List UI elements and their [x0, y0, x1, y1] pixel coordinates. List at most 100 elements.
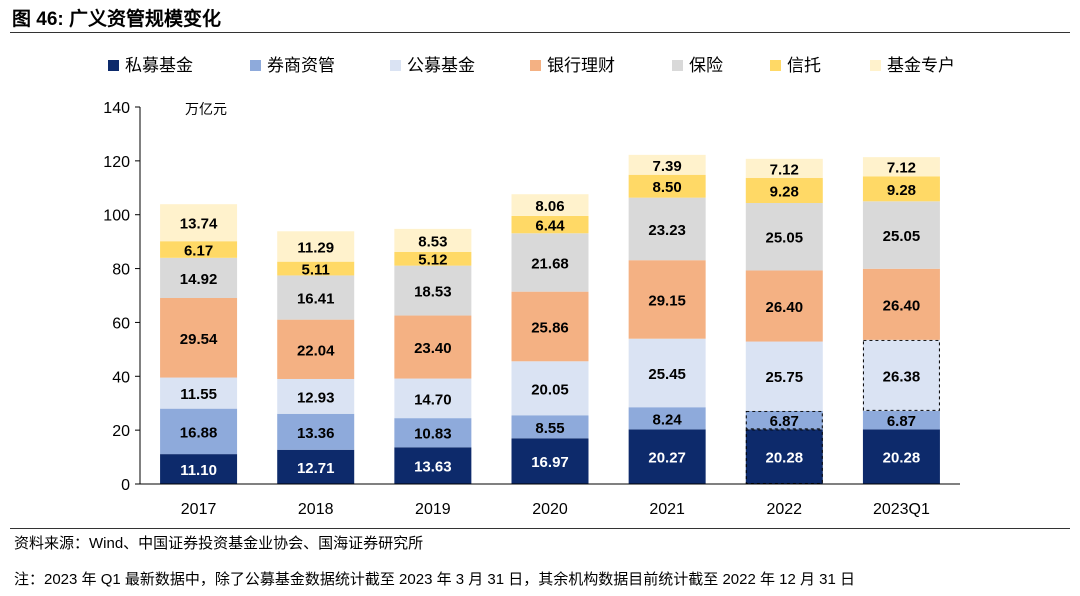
bar-segment: [862, 410, 940, 430]
bar-segment: [277, 275, 355, 320]
bar-value-label: 23.23: [648, 222, 686, 239]
bar-value-label: 29.54: [180, 331, 218, 348]
bar-segment: [160, 204, 238, 242]
bar-value-label: 7.12: [770, 161, 799, 178]
unit-label: 万亿元: [185, 101, 227, 117]
x-tick-label: 2022: [766, 501, 802, 518]
bar-segment: [862, 176, 940, 202]
bar-segment: [277, 261, 355, 276]
bar-value-label: 11.29: [297, 239, 334, 256]
bar-value-label: 26.40: [883, 297, 921, 314]
legend-swatch: [390, 60, 401, 71]
bar-value-label: 16.41: [297, 291, 335, 308]
bar-value-label: 5.11: [302, 262, 330, 279]
y-tick-label: 20: [112, 423, 130, 440]
y-axis: 0 20 40 60 80 100 120 140: [103, 100, 141, 494]
x-tick-label: 2018: [298, 501, 334, 518]
bar-value-label: 29.15: [648, 292, 686, 309]
bar-value-label: 25.45: [648, 366, 686, 383]
bar-segment: [394, 418, 472, 448]
bar-value-label: 6.87: [770, 413, 799, 430]
bar-value-label: 20.28: [766, 450, 804, 467]
bar-segment: [511, 233, 589, 292]
bar-value-label: 13.36: [297, 425, 335, 442]
bar-value-label: 11.10: [180, 462, 217, 479]
bar-value-label: 6.17: [184, 243, 213, 260]
y-tick-label: 60: [112, 315, 130, 332]
figure-title: 图 46: 广义资管规模变化: [12, 9, 222, 30]
bar-segment: [394, 228, 472, 252]
source-text: 资料来源：Wind、中国证券投资基金业协会、国海证券研究所: [14, 535, 424, 552]
legend-label: 银行理财: [547, 56, 615, 75]
title-rule: [10, 32, 1070, 33]
legend-swatch: [770, 60, 781, 71]
bar-segment: [160, 257, 238, 299]
y-tick-label: 80: [112, 262, 130, 279]
bar-segment: [511, 291, 589, 362]
x-tick-label: 2019: [415, 501, 451, 518]
footnote-text: 注：2023 年 Q1 最新数据中，除了公募基金数据统计截至 2023 年 3 …: [14, 571, 856, 588]
bar-segment: [394, 315, 472, 379]
y-tick-label: 120: [103, 154, 130, 171]
bar-segment: [628, 407, 706, 430]
bar-value-label: 7.12: [887, 160, 916, 177]
bar-segment: [511, 415, 589, 439]
bar-segment: [745, 341, 823, 411]
bar-segment: [628, 338, 706, 408]
bar-segment: [628, 429, 706, 484]
bar-value-label: 13.74: [180, 216, 218, 233]
bar-segment-highlight: [862, 339, 940, 411]
bar-segment: [862, 268, 940, 340]
bar-value-label: 12.71: [297, 460, 335, 477]
stacked-bar-chart: 私募基金 券商资管 公募基金 银行理财 保险 信托 基金专户 0 20 40 60 80 100 120…: [103, 56, 960, 518]
chart-legend: 私募基金 券商资管 公募基金 银行理财 保险 信托 基金专户: [108, 56, 955, 75]
legend-label: 基金专户: [887, 56, 955, 75]
bar-value-label: 14.92: [180, 271, 218, 288]
bar-segment: [277, 319, 355, 379]
bar-value-label: 25.05: [766, 230, 804, 247]
bar-segment: [160, 298, 238, 378]
bar-value-label: 25.86: [531, 319, 569, 336]
bar-segment: [394, 265, 472, 316]
bar-segment: [745, 158, 823, 179]
bar-value-label: 5.12: [418, 252, 447, 269]
bar-segment: [745, 429, 823, 484]
bar-segment: [160, 454, 238, 484]
bar-value-label: 9.28: [887, 182, 916, 199]
legend-swatch: [870, 60, 881, 71]
bar-value-label: 26.38: [883, 368, 921, 385]
bar-segment: [277, 231, 355, 262]
bar-segment: [511, 361, 589, 416]
legend-swatch: [672, 60, 683, 71]
bar-stacks: 11.10 16.88 11.55 29.54 14.92 6.17 13.74 12.71 1…: [160, 154, 940, 484]
bar-segment: [862, 429, 940, 484]
bar-value-label: 16.88: [180, 424, 218, 441]
bar-segment: [277, 449, 355, 484]
y-tick-label: 140: [103, 100, 130, 117]
bar-value-label: 8.53: [418, 233, 447, 250]
bar-value-label: 8.24: [653, 411, 683, 428]
bar-value-label: 6.44: [535, 218, 565, 235]
bar-segment: [160, 377, 238, 409]
bar-value-label: 10.83: [414, 426, 452, 443]
y-tick-label: 40: [112, 369, 130, 386]
bar-value-label: 25.05: [883, 228, 921, 245]
bar-segment-highlight: [745, 410, 823, 430]
legend-label: 信托: [787, 56, 821, 75]
legend-swatch: [530, 60, 541, 71]
bar-segment: [628, 197, 706, 261]
bar-value-label: 23.40: [414, 340, 452, 357]
bar-value-label: 20.27: [648, 450, 686, 467]
bar-segment: [277, 413, 355, 450]
bar-segment: [745, 410, 823, 430]
bar-segment: [511, 438, 589, 484]
bar-value-label: 8.50: [653, 179, 682, 196]
source-rule: [10, 528, 1070, 529]
bar-segment: [394, 447, 472, 484]
bar-value-label: 9.28: [770, 184, 799, 201]
legend-swatch: [250, 60, 261, 71]
bar-segment: [511, 215, 589, 234]
legend-label: 公募基金: [407, 56, 475, 75]
bar-segment: [160, 241, 238, 258]
bar-segment: [745, 203, 823, 271]
